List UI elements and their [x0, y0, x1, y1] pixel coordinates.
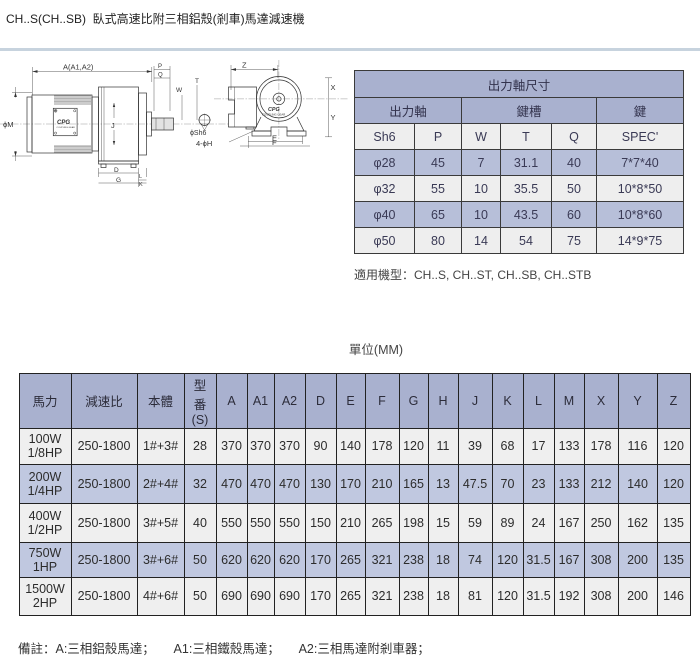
svg-text:D: D: [114, 167, 119, 174]
svg-text:COUPLING GEAR: COUPLING GEAR: [57, 126, 76, 129]
svg-text:T: T: [195, 78, 199, 85]
svg-text:COUPLING GEAR: COUPLING GEAR: [262, 113, 285, 117]
svg-text:Z: Z: [242, 61, 247, 70]
svg-text:CPG: CPG: [57, 120, 70, 126]
svg-text:L: L: [139, 174, 142, 180]
svg-text:Q: Q: [158, 73, 163, 79]
svg-text:ϕM: ϕM: [3, 120, 13, 129]
svg-text:Y: Y: [331, 113, 336, 122]
svg-text:F: F: [272, 138, 277, 147]
svg-text:ϕSh6: ϕSh6: [190, 130, 206, 137]
svg-text:W: W: [176, 87, 183, 94]
svg-text:J: J: [111, 121, 115, 130]
svg-text:4-ϕH: 4-ϕH: [196, 139, 212, 148]
svg-text:K: K: [139, 182, 143, 188]
svg-text:P: P: [158, 64, 162, 70]
svg-text:A(A1,A2): A(A1,A2): [63, 63, 94, 72]
svg-text:G: G: [116, 177, 121, 184]
svg-text:X: X: [331, 83, 336, 92]
